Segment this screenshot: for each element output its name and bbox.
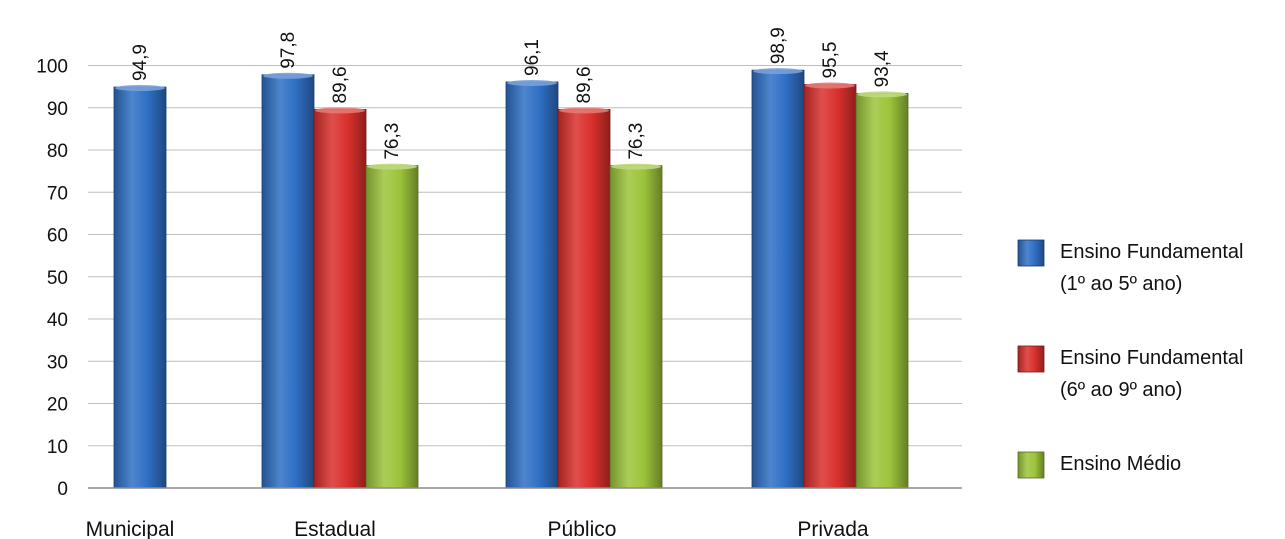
bar-top (611, 163, 661, 170)
legend-item: Ensino Médio (1017, 451, 1181, 479)
y-tick-label: 0 (57, 479, 68, 500)
data-label: 94,9 (130, 44, 151, 81)
y-tick-label: 50 (47, 268, 68, 289)
bar (261, 74, 315, 489)
bar (113, 86, 167, 489)
bar (609, 165, 663, 489)
data-label: 89,6 (330, 66, 351, 103)
data-label: 95,5 (820, 42, 841, 79)
y-tick-label: 30 (47, 352, 68, 373)
legend-item: Ensino Fundamental (1º ao 5º ano) (1017, 239, 1243, 295)
data-label: 76,3 (626, 123, 647, 160)
y-axis-tick-labels: 0 10 20 30 40 50 60 70 80 90 100 (36, 57, 68, 501)
data-label: 98,9 (768, 27, 789, 64)
bar-top (507, 79, 557, 86)
data-label: 89,6 (574, 66, 595, 103)
bar (557, 109, 611, 489)
bar-top (559, 107, 609, 114)
legend-swatch (1017, 239, 1045, 267)
x-category-label: Municipal (86, 518, 175, 539)
y-tick-label: 90 (47, 99, 68, 120)
legend-swatch (1017, 345, 1045, 373)
data-label: 93,4 (872, 50, 893, 87)
bar-top (805, 82, 855, 89)
legend-label: (1º ao 5º ano) (1060, 273, 1182, 295)
y-tick-label: 80 (47, 141, 68, 162)
legend-label: (6º ao 9º ano) (1060, 379, 1182, 401)
x-category-label: Estadual (294, 518, 376, 539)
legend-label: Ensino Médio (1060, 453, 1181, 475)
y-tick-label: 60 (47, 226, 68, 247)
bar-top (367, 163, 417, 170)
bar (751, 69, 805, 489)
x-category-label: Privada (797, 518, 869, 539)
y-tick-label: 20 (47, 395, 68, 416)
bars (113, 68, 909, 489)
bar-top (115, 85, 165, 92)
y-tick-label: 70 (47, 183, 68, 204)
data-label: 97,8 (278, 32, 299, 69)
legend: Ensino Fundamental(1º ao 5º ano)Ensino F… (1017, 239, 1243, 479)
bar-top (263, 72, 313, 79)
bar (313, 109, 367, 489)
bar (803, 84, 857, 489)
legend-label: Ensino Fundamental (1060, 241, 1243, 263)
legend-label: Ensino Fundamental (1060, 347, 1243, 369)
legend-item: Ensino Fundamental (6º ao 9º ano) (1017, 345, 1243, 401)
x-axis-category-labels: Municipal Estadual Público Privada (86, 518, 869, 539)
data-label: 76,3 (382, 123, 403, 160)
bar-top (857, 91, 907, 98)
data-label: 96,1 (522, 39, 543, 76)
y-tick-label: 10 (47, 437, 68, 458)
y-tick-label: 40 (47, 310, 68, 331)
legend-swatch (1017, 451, 1045, 479)
bar (505, 81, 559, 489)
y-tick-label: 100 (36, 57, 68, 78)
x-category-label: Público (548, 518, 617, 539)
bar-top (315, 107, 365, 114)
data-labels: 94,9 97,8 89,6 76,3 96,1 89,6 76,3 98,9 95,5 93,4 (130, 27, 893, 159)
bar-top (753, 68, 803, 75)
bar (365, 165, 419, 489)
bar (855, 92, 909, 489)
